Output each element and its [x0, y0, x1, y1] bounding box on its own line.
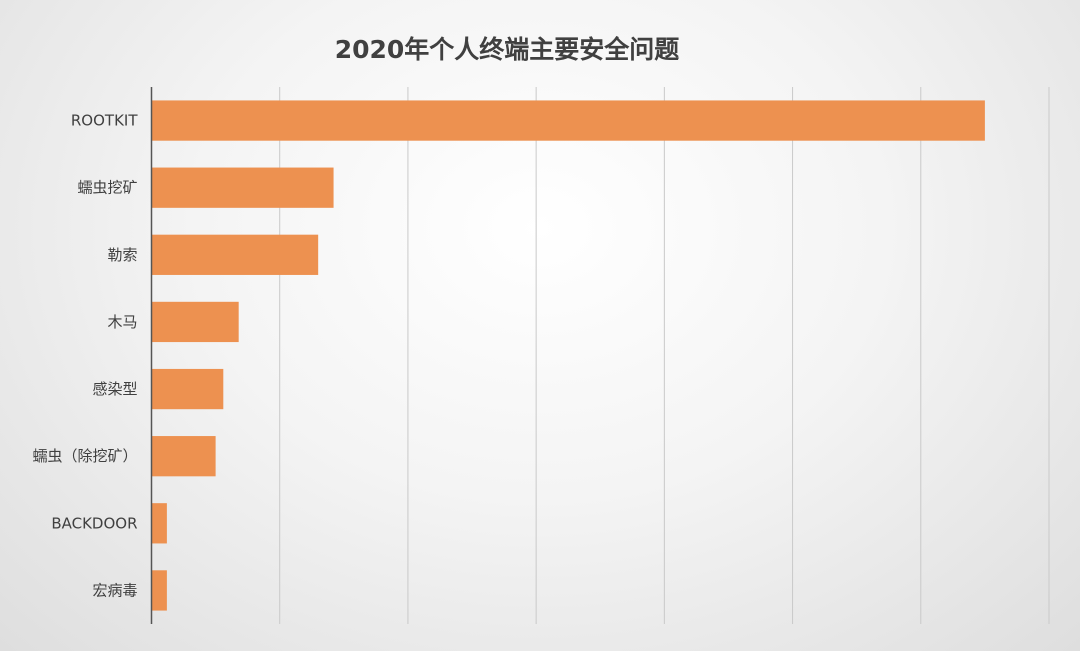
category-label-1: 蠕虫挖矿: [77, 179, 137, 197]
category-label-0: ROOTKIT: [71, 112, 138, 130]
category-label-3: 木马: [107, 313, 137, 331]
bar-0: [151, 100, 985, 141]
category-label-5: 蠕虫（除挖矿）: [32, 447, 137, 465]
bar-7: [151, 570, 167, 611]
chart-title: 2020年个人终端主要安全问题: [335, 35, 680, 64]
bar-2: [151, 234, 319, 275]
bar-1: [151, 167, 334, 208]
category-label-7: 宏病毒: [92, 581, 137, 599]
category-label-6: BACKDOOR: [51, 514, 137, 532]
grid-layer: [279, 87, 1050, 624]
bar-3: [151, 301, 239, 343]
bar-layer: [151, 100, 985, 611]
bar-4: [151, 368, 224, 410]
category-label-2: 勒索: [107, 246, 137, 264]
bar-6: [151, 503, 167, 544]
bar-5: [151, 436, 216, 477]
category-label-4: 感染型: [92, 380, 137, 398]
